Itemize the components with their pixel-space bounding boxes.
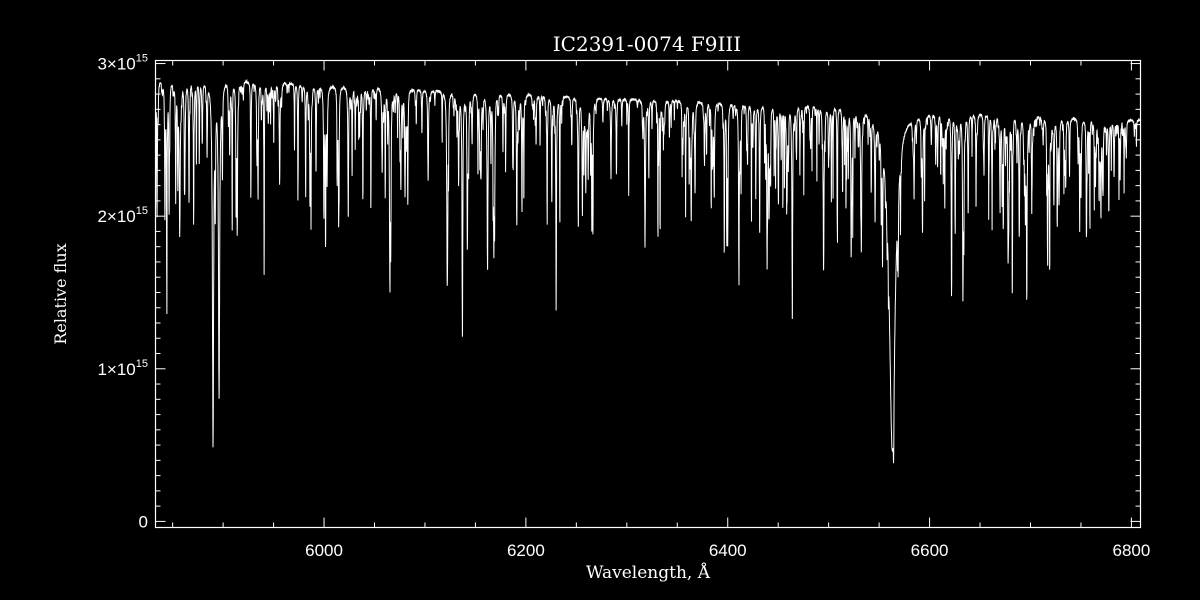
x-tick-label: 6600	[911, 541, 949, 560]
spectrum-line	[155, 78, 1141, 464]
x-tick-labels: 6000 6200 6400 6600 6800	[305, 541, 1150, 560]
x-tick-label: 6200	[507, 541, 545, 560]
chart-title: IC2391-0074 F9III	[553, 32, 741, 56]
axes	[155, 60, 1141, 528]
y-tick-label: 0	[139, 512, 148, 531]
x-axis-label: Wavelength, Å	[586, 562, 711, 583]
y-tick-label: 3×1015	[97, 53, 148, 74]
x-tick-label: 6800	[1113, 541, 1151, 560]
x-tick-label: 6400	[709, 541, 747, 560]
y-tick-label: 2×1015	[97, 205, 148, 226]
x-tick-label: 6000	[305, 541, 343, 560]
y-tick-label: 1×1015	[97, 358, 148, 379]
plot-frame	[154, 59, 1142, 529]
y-axis-label: Relative flux	[51, 243, 70, 344]
y-tick-labels: 0 1×1015 2×1015 3×1015	[97, 53, 148, 532]
